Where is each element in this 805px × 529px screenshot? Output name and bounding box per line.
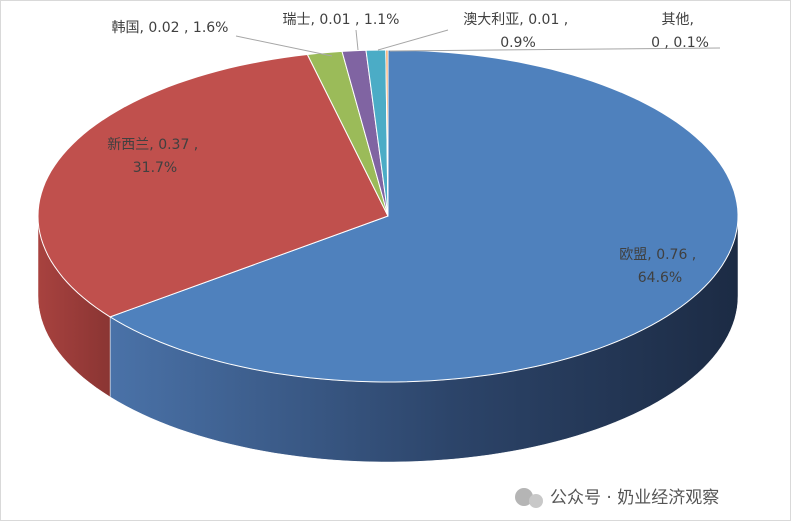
data-label-part: , — [139, 20, 148, 36]
watermark-icon — [529, 494, 543, 508]
data-label-part: 31.7% — [133, 160, 177, 176]
data-label-part: 新西兰 — [107, 137, 149, 153]
data-label-part: 欧盟 — [619, 247, 647, 263]
data-label-part: , — [149, 137, 158, 153]
slice — [37, 53, 389, 318]
leader-line — [355, 29, 359, 51]
data-label-part: 0.1% — [673, 35, 709, 51]
slice — [385, 49, 389, 217]
data-label-part: , — [687, 247, 700, 263]
data-label-part: , — [559, 12, 572, 28]
data-label-part: 0.01 — [319, 12, 350, 28]
data-label-part: 0 — [651, 35, 660, 51]
data-label: 韩国, 0.02 , 1.6% — [111, 20, 228, 36]
data-label-part: , — [180, 20, 193, 36]
data-label: 新西兰, 0.37 , 31.7% — [107, 137, 202, 176]
watermark-text: 公众号 · 奶业经济观察 — [550, 488, 719, 508]
data-label-part: , — [351, 12, 364, 28]
data-label-part: , — [647, 247, 656, 263]
data-label-part: 瑞士 — [282, 12, 310, 28]
watermark: 公众号 · 奶业经济观察 — [515, 488, 719, 508]
data-label-part: 0.01 — [528, 12, 559, 28]
data-label-part: 1.6% — [193, 20, 229, 36]
data-label-part: 其他 — [662, 12, 690, 28]
data-label-part: 64.6% — [638, 270, 682, 286]
data-label: 澳大利亚, 0.01 , 0.9% — [463, 12, 572, 51]
data-label-part: 1.1% — [364, 12, 400, 28]
data-label: 其他, 0 , 0.1% — [651, 12, 709, 51]
data-label-part: , — [310, 12, 319, 28]
data-label: 欧盟, 0.76 , 64.6% — [619, 247, 700, 286]
leader-line — [235, 35, 333, 57]
data-label: 瑞士, 0.01 , 1.1% — [282, 12, 399, 28]
data-label-part: , — [690, 12, 699, 28]
data-label-part: , — [189, 137, 202, 153]
data-label-part: , — [660, 35, 673, 51]
data-label-part: , — [519, 12, 528, 28]
watermark-icon — [515, 488, 533, 506]
data-label-part: 0.9% — [500, 35, 536, 51]
slice — [108, 49, 739, 383]
data-label-part: 澳大利亚 — [463, 12, 519, 28]
data-label-part: 0.37 — [158, 137, 189, 153]
data-label-part: 韩国 — [111, 20, 139, 36]
data-label-part: 0.02 — [148, 20, 179, 36]
leader-line — [389, 47, 721, 52]
leader-line — [377, 29, 449, 51]
data-label-part: 0.76 — [656, 247, 687, 263]
